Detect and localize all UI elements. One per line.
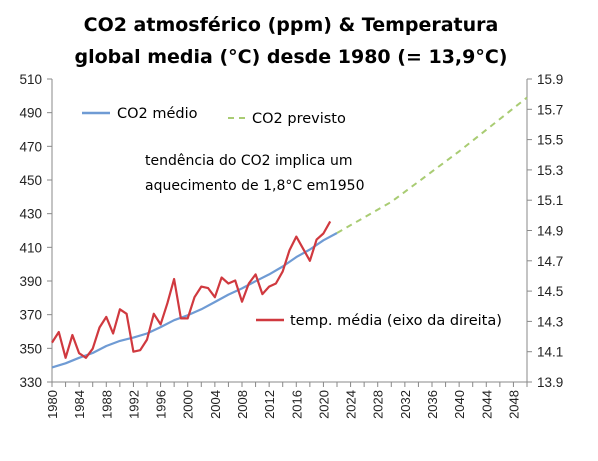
plot-area [51,96,528,369]
series-line-temp-m-dia-eixo-da-direita [51,220,332,359]
right-tick-label: 15.1 [537,193,563,208]
left-tick-label: 470 [19,139,42,154]
annotation-line-2: aquecimento de 1,8°C em1950 [145,178,365,194]
right-tick-label: 14.3 [537,314,563,329]
legend-label-3: temp. média (eixo da direita) [290,313,502,329]
left-tick-label: 410 [19,240,42,255]
right-tick-label: 15.5 [537,133,563,148]
right-axis-ticks: 13.9 14.1 14.3 14.5 14.7 14.9 15.1 15.3 15.5 15.7… [527,72,563,390]
left-tick-label: 450 [19,173,42,188]
left-tick-label: 510 [19,72,42,87]
series-line-co2-previsto [336,96,528,234]
x-tick-label: 2048 [506,390,521,419]
left-tick-label: 430 [19,207,42,222]
x-tick-label: 2032 [398,390,413,419]
x-tick-label: 1992 [126,390,141,419]
legend-label-2: CO2 previsto [252,111,346,127]
x-tick-label: 2044 [479,390,494,419]
x-tick-label: 2036 [425,390,440,419]
legend-label-1: CO2 médio [117,106,198,122]
series-line-co2-m-dio [51,232,338,369]
left-tick-label: 350 [19,341,42,356]
x-tick-label: 2016 [289,390,304,419]
x-tick-label: 2028 [371,390,386,419]
right-tick-label: 15.9 [537,72,563,87]
right-tick-label: 15.7 [537,102,563,117]
chart-title-line-1: CO2 atmosférico (ppm) & Temperatura [84,14,499,36]
annotation-line-1: tendência do CO2 implica um [145,153,352,169]
x-tick-label: 1988 [99,390,114,419]
x-tick-label: 2040 [452,390,467,419]
right-tick-label: 14.9 [537,224,563,239]
x-tick-label: 1996 [154,390,169,419]
left-axis-ticks: 330 350 370 390 410 430 450 470 490 510 [19,72,52,390]
x-tick-label: 2020 [316,390,331,419]
right-tick-label: 15.3 [537,163,563,178]
left-tick-label: 330 [19,375,42,390]
left-tick-label: 490 [19,106,42,121]
right-tick-label: 14.7 [537,254,563,269]
chart-title-line-2: global media (°C) desde 1980 (= 13,9°C) [75,46,508,68]
right-tick-label: 14.1 [537,345,563,360]
right-tick-label: 14.5 [537,284,563,299]
left-tick-label: 370 [19,308,42,323]
right-tick-label: 13.9 [537,375,563,390]
x-tick-label: 1984 [72,390,87,419]
x-axis-ticks: 1980 1984 1988 1992 1996 2000 2004 2008 2012 2016… [45,382,528,419]
x-tick-label: 2004 [208,390,223,419]
x-tick-label: 2008 [235,390,250,419]
x-tick-label: 2012 [262,390,277,419]
left-tick-label: 390 [19,274,42,289]
legend: CO2 médio CO2 previsto temp. média (eixo d… [82,106,502,329]
x-tick-label: 1980 [45,390,60,419]
x-tick-label: 2024 [344,390,359,419]
x-tick-label: 2000 [181,390,196,419]
